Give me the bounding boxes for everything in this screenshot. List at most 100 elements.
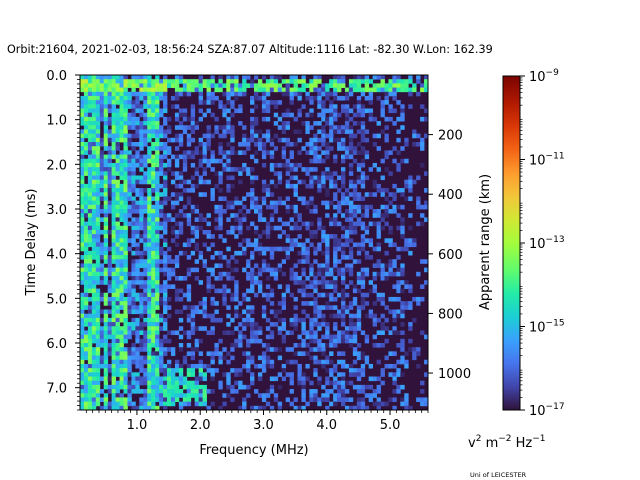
heatmap-cell [87,196,93,202]
heatmap-cell [91,75,97,80]
heatmap-cell [111,368,116,373]
heatmap-cell [261,87,267,93]
heatmap-cell [210,154,215,160]
heatmap-cell [135,209,140,214]
heatmap-cell [186,351,192,356]
heatmap-cell [198,91,203,97]
heatmap-cell [155,229,160,235]
heatmap-cell [265,221,271,227]
heatmap-cell [95,75,101,80]
heatmap-cell [99,255,105,260]
heatmap-cell [238,221,243,227]
heatmap-cell [337,238,342,243]
heatmap-cell [305,83,310,88]
heatmap-cell [147,384,152,390]
heatmap-cell [80,255,85,260]
heatmap-cell [372,389,377,394]
heatmap-cell [119,167,124,172]
heatmap-cell [147,146,152,151]
heatmap-cell [341,129,346,135]
heatmap-cell [265,104,271,109]
heatmap-cell [313,334,318,340]
heatmap-cell [103,393,109,398]
heatmap-cell [392,121,397,126]
heatmap-cell [99,246,105,252]
heatmap-cell [91,250,97,256]
heatmap-cell [202,389,207,394]
heatmap-cell [368,100,374,105]
heatmap-cell [155,363,160,369]
heatmap-cell [87,221,93,227]
heatmap-cell [127,162,132,168]
heatmap-cell [123,83,128,88]
heatmap-cell [80,263,85,269]
heatmap-cell [155,284,160,289]
heatmap-cell [119,296,124,302]
heatmap-cell [103,100,109,105]
heatmap-cell [356,108,362,114]
heatmap-cell [103,104,109,109]
heatmap-cell [337,397,342,403]
heatmap-cell [174,292,180,298]
heatmap-cell [329,267,334,273]
heatmap-cell [341,234,346,239]
heatmap-cell [344,263,350,269]
heatmap-cell [360,213,366,218]
heatmap-cell [305,313,310,319]
heatmap-cell [186,137,192,143]
heatmap-cell [313,204,318,210]
heatmap-cell [135,334,140,340]
heatmap-cell [293,204,298,210]
heatmap-cell [159,183,164,189]
heatmap-cell [313,288,318,294]
heatmap-cell [348,368,354,373]
heatmap-cell [131,305,136,310]
heatmap-cell [115,280,120,285]
heatmap-cell [139,108,144,114]
heatmap-cell [218,384,223,390]
heatmap-cell [388,330,393,336]
heatmap-cell [388,87,393,93]
heatmap-cell [372,334,377,340]
heatmap-cell [321,276,326,281]
heatmap-cell [95,104,101,109]
heatmap-cell [87,154,93,160]
heatmap-cell [123,204,128,210]
heatmap-cell [159,296,164,302]
heatmap-cell [95,334,101,340]
heatmap-cell [91,317,97,323]
heatmap-cell [151,171,156,176]
heatmap-cell [111,242,116,248]
heatmap-cell [131,267,136,273]
heatmap-cell [392,108,397,114]
heatmap-cell [103,229,109,235]
heatmap-cell [360,405,366,411]
heatmap-cell [155,162,160,168]
heatmap-cell [151,376,156,382]
heatmap-cell [163,104,168,109]
heatmap-cell [119,158,124,164]
heatmap-cell [87,276,93,281]
heatmap-cell [321,229,326,235]
heatmap-cell [420,83,425,88]
heatmap-cell [301,104,306,109]
heatmap-cell [147,355,152,361]
heatmap-cell [147,284,152,289]
heatmap-cell [95,87,101,93]
heatmap-cell [333,334,338,340]
heatmap-cell [83,355,89,361]
heatmap-cell [396,87,401,93]
heatmap-cell [321,171,326,176]
y-tick-label: 6.0 [46,337,67,352]
heatmap-cell [293,397,298,403]
heatmap-cell [111,121,116,126]
heatmap-cell [352,146,358,151]
heatmap-cell [293,296,298,302]
heatmap-cell [174,112,180,118]
heatmap-cell [313,250,318,256]
heatmap-cell [333,171,338,176]
heatmap-cell [281,326,287,331]
heatmap-cell [234,225,239,231]
heatmap-cell [119,112,124,118]
heatmap-cell [83,225,89,231]
